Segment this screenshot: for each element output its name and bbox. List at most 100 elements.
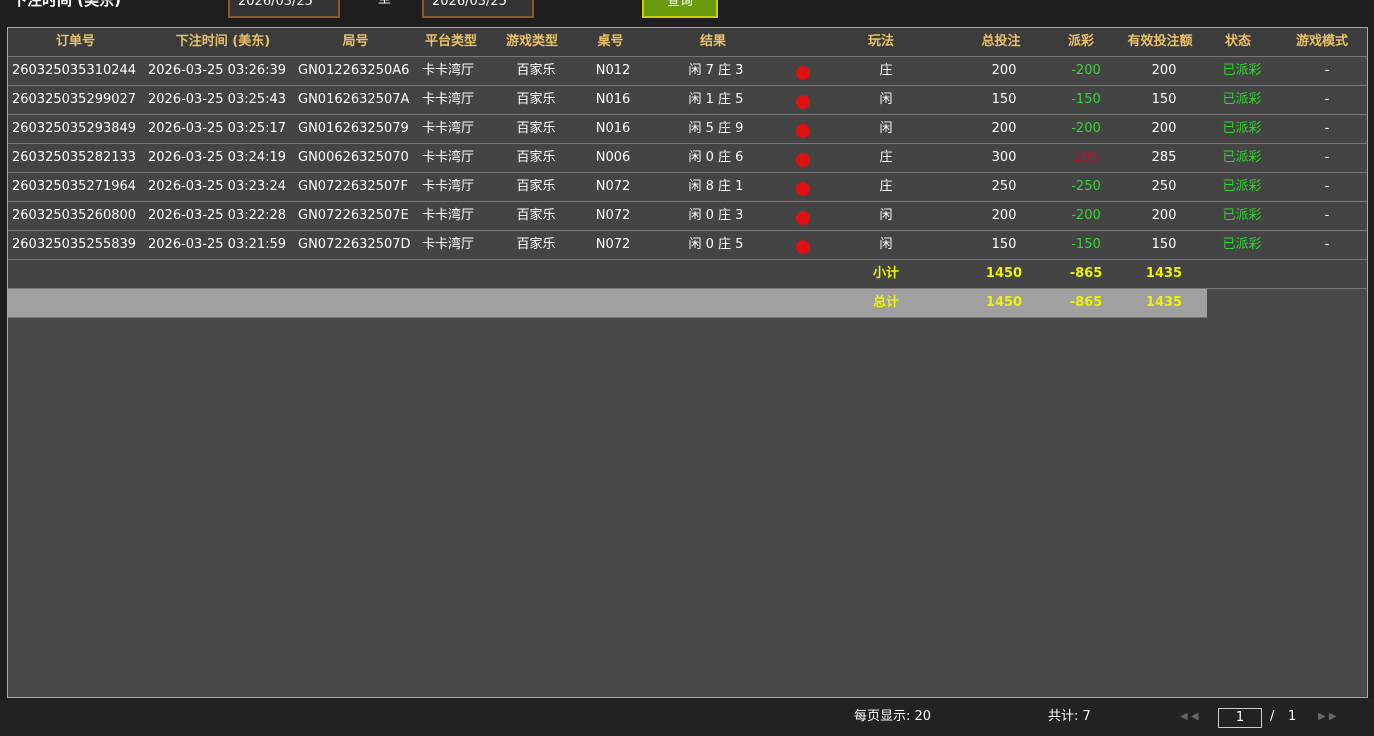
cell: N072: [595, 208, 631, 223]
prev-button[interactable]: ◀ ◀: [1180, 711, 1199, 722]
play-icon[interactable]: [796, 240, 810, 254]
cell: 百家乐: [516, 63, 556, 78]
cell: 260325035260800: [12, 208, 137, 223]
subtotal-value: 1435: [1145, 266, 1183, 281]
play-icon[interactable]: [796, 66, 810, 80]
date-from[interactable]: 2026/03/25: [228, 0, 340, 18]
cell: N016: [595, 92, 631, 107]
separator: 至: [378, 0, 391, 14]
column-header: 平台类型: [424, 34, 477, 49]
cell: -: [1324, 63, 1330, 78]
subtotal-label: 小计: [872, 266, 899, 281]
table: 订单号 下注时间 (美东) 局号 平台类型 游戏类型 桌号 结果 玩法 总投注 派彩 有效投注额 状态…: [7, 27, 1368, 698]
title: 下注时间 (美东): [12, 0, 121, 9]
cell: -: [1324, 237, 1330, 252]
total-value: -865: [1069, 295, 1103, 310]
column-header: 游戏模式: [1295, 34, 1348, 49]
cell: 卡卡湾厅: [422, 92, 475, 107]
column-header: 玩法: [867, 34, 894, 49]
header-row: [8, 28, 1367, 57]
column-header: 桌号: [597, 34, 624, 49]
cell: -: [1324, 92, 1330, 107]
cell: -: [1324, 208, 1330, 223]
subtotal-value: -865: [1069, 266, 1103, 281]
cell: 150: [991, 92, 1017, 107]
cell: 庄: [879, 150, 893, 165]
cell: GN012263250A6: [298, 63, 410, 78]
cell: 卡卡湾厅: [422, 179, 475, 194]
cell: 200: [991, 208, 1017, 223]
cell: 百家乐: [516, 208, 556, 223]
cell: 200: [991, 63, 1017, 78]
cell: 闲 8 庄 1: [688, 179, 744, 194]
cell: 2026-03-25 03:23:24: [148, 179, 287, 194]
cell: 已派彩: [1222, 237, 1262, 252]
cell: 闲 5 庄 9: [688, 121, 744, 136]
cell: 庄: [879, 63, 893, 78]
cell: -150: [1071, 92, 1101, 107]
play-icon[interactable]: [796, 95, 810, 109]
cell: 2026-03-25 03:26:39: [148, 63, 287, 78]
cell: 闲 0 庄 5: [688, 237, 744, 252]
cell: 百家乐: [516, 92, 556, 107]
cell: -250: [1071, 179, 1101, 194]
row-bg: [8, 144, 1367, 173]
play-icon[interactable]: [796, 124, 810, 138]
row-bg: [8, 173, 1367, 202]
play-icon[interactable]: [796, 182, 810, 196]
cell: N012: [595, 63, 631, 78]
cell: 已派彩: [1222, 63, 1262, 78]
record-count: 共计: 7: [1048, 709, 1091, 724]
cell: 2026-03-25 03:24:19: [148, 150, 287, 165]
total-value: 1435: [1145, 295, 1183, 310]
cell: 闲 0 庄 6: [688, 150, 744, 165]
cell: 260325035293849: [12, 121, 137, 136]
cell: 庄: [879, 179, 893, 194]
play-icon[interactable]: [796, 153, 810, 167]
cell: 闲: [879, 121, 893, 136]
cell: -200: [1071, 63, 1101, 78]
query-button[interactable]: 查询: [642, 0, 718, 18]
cell: 卡卡湾厅: [422, 121, 475, 136]
cell: GN0722632507F: [298, 179, 408, 194]
column-header: 有效投注额: [1127, 34, 1193, 49]
cell: 200: [1151, 63, 1177, 78]
next-button[interactable]: ▶ ▶: [1318, 711, 1337, 722]
cell: GN0162632507A: [298, 92, 410, 107]
cell: 200: [991, 121, 1017, 136]
cell: 200: [1151, 208, 1177, 223]
cell: 闲: [879, 92, 893, 107]
cell: 闲: [879, 237, 893, 252]
row-bg: [8, 86, 1367, 115]
cell: 285: [1151, 150, 1177, 165]
cell: 2026-03-25 03:22:28: [148, 208, 287, 223]
cell: 150: [1151, 92, 1177, 107]
column-header: 局号: [342, 34, 369, 49]
page-separator: /: [1270, 709, 1275, 724]
cell: GN00626325070: [298, 150, 409, 165]
cell: -150: [1071, 237, 1101, 252]
cell: 2026-03-25 03:25:17: [148, 121, 287, 136]
cell: N072: [595, 179, 631, 194]
cell: 150: [1151, 237, 1177, 252]
cell: GN0722632507D: [298, 237, 411, 252]
cell: 卡卡湾厅: [422, 208, 475, 223]
row-bg: [8, 57, 1367, 86]
date-to[interactable]: 2026/03/25: [422, 0, 534, 18]
cell: 百家乐: [516, 121, 556, 136]
row-bg: [8, 115, 1367, 144]
cell: 已派彩: [1222, 121, 1262, 136]
cell: 260325035310244: [12, 63, 137, 78]
cell: -: [1324, 121, 1330, 136]
cell: 2026-03-25 03:21:59: [148, 237, 287, 252]
total-row: [8, 289, 1207, 318]
cell: N006: [595, 150, 631, 165]
cell: 闲: [879, 208, 893, 223]
column-header: 游戏类型: [505, 34, 558, 49]
play-icon[interactable]: [796, 211, 810, 225]
top-bar: 下注时间 (美东) 2026/03/25 至 2026/03/25 查询: [0, 0, 1374, 25]
cell: 已派彩: [1222, 179, 1262, 194]
page-input[interactable]: 1: [1218, 708, 1262, 728]
cell: GN01626325079: [298, 121, 409, 136]
cell: -200: [1071, 121, 1101, 136]
